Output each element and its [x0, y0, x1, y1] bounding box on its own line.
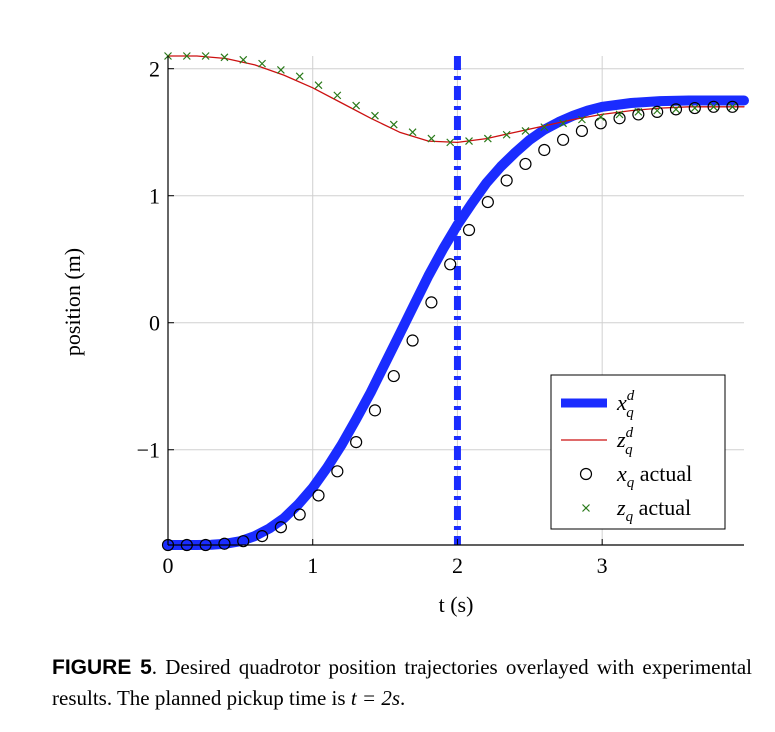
series-line: [163, 95, 749, 550]
data-point: [613, 112, 626, 125]
legend-label: zd q: [616, 425, 634, 458]
data-point: [389, 120, 398, 129]
caption-end: .: [400, 686, 406, 710]
data-point: [182, 52, 191, 60]
data-point: [577, 115, 586, 124]
data-point: [237, 535, 250, 548]
data-point: [502, 130, 511, 139]
series-line: [167, 55, 745, 144]
data-point: [258, 59, 266, 68]
tick-labels: 0 1 2 3 −1 0 1 2: [137, 57, 608, 578]
data-point: [314, 81, 323, 90]
data-point: [540, 123, 549, 132]
data-point: [688, 101, 701, 115]
data-point: [446, 138, 455, 147]
x-tick-label: 1: [307, 553, 318, 578]
axes: [167, 56, 744, 546]
data-point: [462, 223, 476, 237]
x-tick-label: 2: [452, 553, 463, 578]
legend: xd q zd q xq actual zq actual: [550, 374, 726, 530]
data-point: [295, 72, 304, 81]
data-point: [465, 137, 473, 146]
data-point: [709, 102, 718, 111]
legend-label: zq actual: [616, 495, 691, 525]
data-point: [500, 174, 513, 187]
data-point: [368, 404, 382, 417]
legend-label: xd q: [616, 388, 635, 421]
data-point: [538, 143, 551, 157]
data-point: [481, 195, 494, 209]
y-tick-label: 0: [149, 311, 160, 336]
data-point: [615, 110, 624, 119]
data-point: [312, 489, 325, 502]
data-point: [672, 105, 680, 114]
series-z-cross: [164, 52, 737, 147]
legend-symbol: [582, 504, 590, 512]
data-point: [408, 128, 417, 137]
chart: 0 1 2 3 −1 0 1 2 t (s) position (m) xd q zd q xq ac…: [60, 52, 749, 617]
x-axis-label: t (s): [439, 592, 474, 617]
series-z-line: [167, 55, 745, 144]
data-point: [521, 127, 530, 135]
data-point: [556, 133, 570, 146]
data-point: [728, 102, 737, 111]
figure-label: FIGURE 5: [52, 656, 152, 679]
data-point: [425, 296, 438, 309]
figure-caption: FIGURE 5. Desired quadrotor position tra…: [52, 652, 752, 714]
data-point: [632, 108, 645, 121]
data-point: [255, 530, 269, 543]
data-point: [726, 100, 739, 113]
data-point: [690, 104, 699, 112]
data-point: [594, 117, 607, 130]
data-point: [218, 537, 231, 550]
data-point: [651, 105, 664, 118]
y-tick-label: 2: [149, 57, 160, 82]
data-point: [293, 508, 306, 521]
data-point: [483, 134, 492, 143]
data-point: [331, 465, 344, 478]
data-point: [596, 113, 605, 121]
y-tick-label: 1: [149, 184, 160, 209]
data-point: [371, 111, 379, 120]
data-point: [220, 53, 229, 62]
data-point: [333, 91, 342, 100]
legend-marker: [582, 504, 590, 512]
data-point: [427, 134, 436, 143]
x-tick-label: 0: [163, 553, 174, 578]
data-point: [653, 106, 662, 115]
data-point: [575, 124, 589, 138]
caption-text: . Desired quadrotor position trajectorie…: [52, 655, 752, 710]
data-point: [387, 369, 400, 383]
legend-marker: [579, 467, 593, 481]
legend-symbol: [579, 467, 593, 481]
data-point: [634, 107, 643, 116]
data-point: [444, 258, 457, 271]
caption-math: t = 2s: [350, 686, 400, 710]
series-x-line: [163, 95, 749, 550]
data-point: [707, 100, 720, 113]
legend-label: xq actual: [616, 461, 692, 491]
data-point: [669, 103, 683, 116]
data-point: [406, 334, 419, 347]
data-point: [559, 119, 568, 128]
data-point: [239, 55, 248, 64]
data-point: [519, 157, 532, 171]
data-point: [352, 101, 361, 110]
data-point: [350, 436, 363, 449]
data-point: [274, 521, 287, 534]
data-point: [276, 66, 285, 74]
y-axis-label: position (m): [60, 248, 85, 356]
data-point: [201, 52, 210, 60]
x-tick-label: 3: [597, 553, 608, 578]
y-tick-label: −1: [137, 438, 160, 463]
